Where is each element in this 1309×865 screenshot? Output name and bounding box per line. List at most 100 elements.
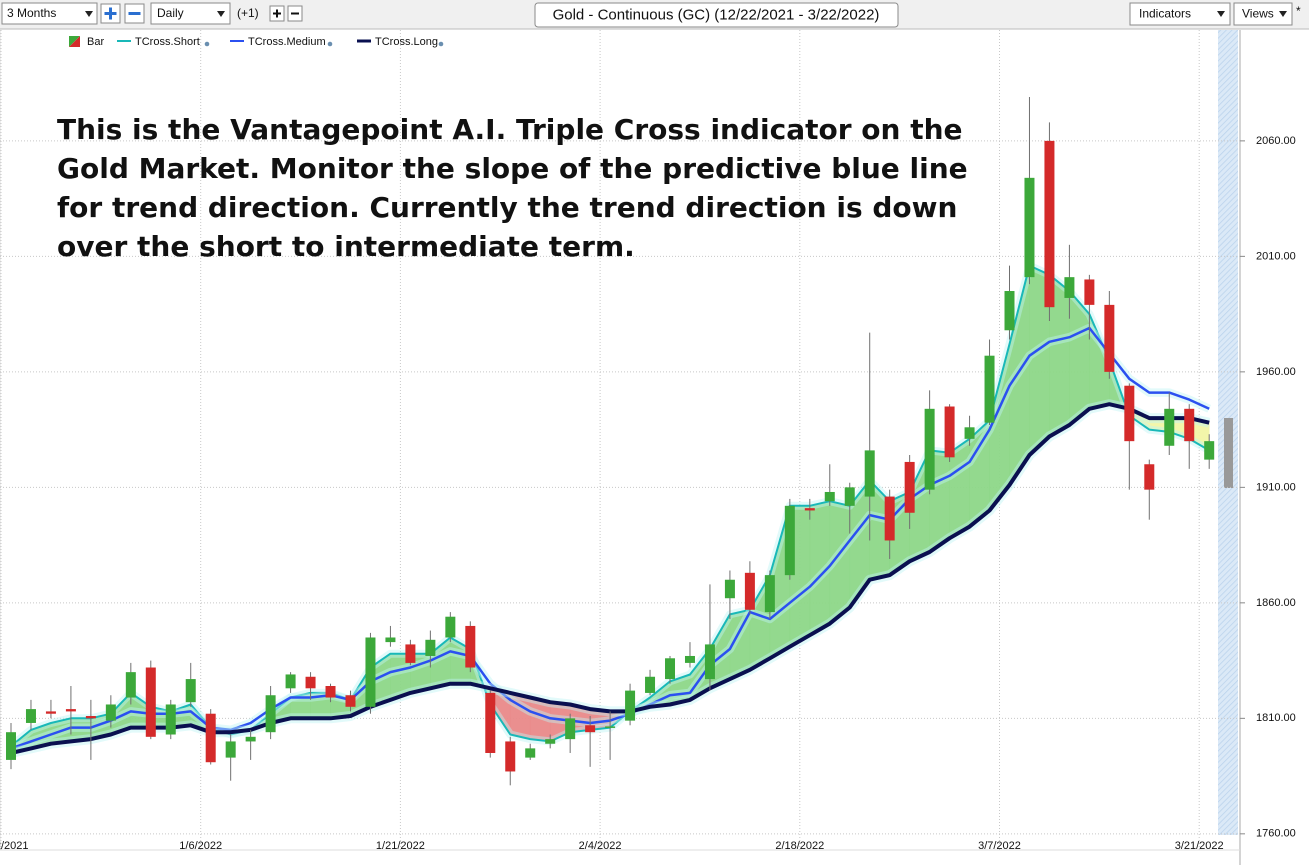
y-tick-label: 1760.00 xyxy=(1256,828,1296,840)
candle-body xyxy=(724,579,735,599)
candle-body xyxy=(904,461,915,513)
y-tick-label: 1910.00 xyxy=(1256,481,1296,493)
candle-body xyxy=(864,450,875,497)
candle-body xyxy=(245,736,256,742)
candle-body xyxy=(1004,291,1015,331)
candle-body xyxy=(605,726,616,728)
legend-dot xyxy=(327,41,333,47)
y-tick-label: 1960.00 xyxy=(1256,366,1296,378)
candle-body xyxy=(445,616,456,638)
candle-body xyxy=(565,718,576,740)
legend-bar-label: Bar xyxy=(87,36,104,48)
annotation-line: Gold Market. Monitor the slope of the pr… xyxy=(57,152,968,185)
modified-mark: * xyxy=(1296,4,1301,18)
candle-body xyxy=(1184,408,1195,442)
candle-body xyxy=(105,704,116,721)
offset-minus-button[interactable] xyxy=(287,5,303,22)
candle-body xyxy=(405,644,416,663)
annotation-line: over the short to intermediate term. xyxy=(57,230,635,263)
candle-body xyxy=(764,575,775,613)
candle-body xyxy=(744,572,755,610)
candle-body xyxy=(884,496,895,541)
candle-body xyxy=(185,679,196,703)
legend-label: TCross.Medium xyxy=(248,36,326,48)
interval-select[interactable]: Daily xyxy=(150,2,231,25)
candle-body xyxy=(325,686,336,698)
candle-body xyxy=(425,639,436,656)
candle-body xyxy=(265,695,276,733)
candle-body xyxy=(6,732,16,760)
candle-body xyxy=(1064,277,1075,298)
candle-body xyxy=(225,741,236,758)
y-tick-label: 1810.00 xyxy=(1256,712,1296,724)
candle-body xyxy=(1164,408,1175,446)
candle-body xyxy=(205,713,216,763)
candle-body xyxy=(1044,140,1055,308)
candle-body xyxy=(145,667,156,737)
views-text: Views xyxy=(1242,7,1274,21)
candle-body xyxy=(25,709,36,723)
candle-body xyxy=(125,672,136,698)
legend: Bar xyxy=(69,36,104,48)
x-tick-label: 3/7/2022 xyxy=(978,840,1021,852)
y-tick-label: 1860.00 xyxy=(1256,597,1296,609)
price-range-marker xyxy=(1224,418,1233,488)
candle-body xyxy=(85,716,96,719)
indicators-select[interactable]: Indicators xyxy=(1129,2,1231,26)
candle-body xyxy=(585,725,596,733)
candle-body xyxy=(485,692,496,753)
candle-body xyxy=(844,487,855,506)
candle-body xyxy=(1144,464,1155,490)
candle-body xyxy=(625,690,636,721)
legend-bar-down-icon xyxy=(69,36,80,47)
candle-body xyxy=(65,709,76,712)
candle-body xyxy=(704,644,715,680)
range-select[interactable]: 3 Months xyxy=(1,2,98,25)
legend-dot xyxy=(438,41,444,47)
x-tick-label: 12/22/2021 xyxy=(0,840,29,852)
candle-body xyxy=(285,674,296,689)
y-tick-label: 2010.00 xyxy=(1256,250,1296,262)
annotation-line: This is the Vantagepoint A.I. Triple Cro… xyxy=(57,113,963,146)
zoom-out-button[interactable] xyxy=(124,3,145,24)
candle-body xyxy=(944,406,955,458)
indicators-text: Indicators xyxy=(1139,7,1191,21)
candle-body xyxy=(824,491,835,502)
candle-body xyxy=(45,711,56,714)
candle-body xyxy=(1104,304,1115,372)
candle-body xyxy=(964,427,975,439)
candle-body xyxy=(385,637,396,643)
candle-body xyxy=(1204,441,1215,460)
candle-body xyxy=(1024,177,1035,278)
title-box: Gold - Continuous (GC) (12/22/2021 - 3/2… xyxy=(534,2,899,28)
annotation-line: for trend direction. Currently the trend… xyxy=(57,191,957,224)
offset-plus-button[interactable] xyxy=(269,5,285,22)
candle-body xyxy=(545,739,556,744)
candle-body xyxy=(924,408,935,490)
candle-body xyxy=(645,676,656,693)
x-tick-label: 1/21/2022 xyxy=(376,840,425,852)
x-tick-label: 2/4/2022 xyxy=(579,840,622,852)
zoom-in-button[interactable] xyxy=(100,3,121,24)
candle-body xyxy=(165,704,176,735)
candle-body xyxy=(505,741,516,772)
candle-body xyxy=(345,695,356,707)
candle-body xyxy=(984,355,995,423)
legend-label: TCross.Short xyxy=(135,36,200,48)
candle-body xyxy=(465,625,476,668)
chart-title: Gold - Continuous (GC) (12/22/2021 - 3/2… xyxy=(553,6,880,23)
x-tick-label: 2/18/2022 xyxy=(775,840,824,852)
candle-body xyxy=(305,676,316,689)
interval-text: Daily xyxy=(157,6,184,20)
candle-body xyxy=(365,637,376,707)
candle-body xyxy=(804,508,815,511)
candle-body xyxy=(1084,279,1095,305)
legend-label: TCross.Long xyxy=(375,36,438,48)
range-text: 3 Months xyxy=(7,6,56,20)
candle-body xyxy=(525,748,536,758)
candle-body xyxy=(684,655,695,663)
views-select[interactable]: Views xyxy=(1233,2,1293,26)
legend-dot xyxy=(204,41,210,47)
candle-body xyxy=(1124,385,1135,442)
